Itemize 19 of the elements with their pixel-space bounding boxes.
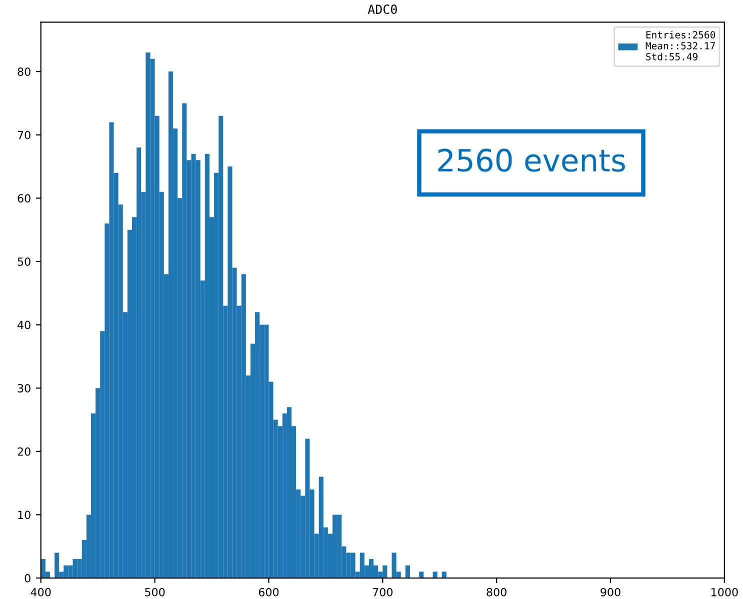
y-tick-label: 0 <box>24 574 30 582</box>
legend-label: Entries:2560 Mean::532.17 Std:55.49 <box>646 30 716 60</box>
annotation: 2560 events <box>438 148 625 172</box>
y-tick-label: 80 <box>18 68 30 76</box>
x-tick-label: 700 <box>372 588 393 596</box>
y-tick-label: 30 <box>18 384 30 392</box>
x-tick-label: 600 <box>258 588 279 596</box>
chart-title: ADC0 <box>368 4 397 14</box>
y-tick-label: 20 <box>18 447 30 456</box>
x-tick-label: 800 <box>486 588 506 596</box>
y-tick-label: 40 <box>18 320 30 330</box>
y-tick-label: 50 <box>18 257 30 266</box>
x-tick-label: 900 <box>600 588 620 596</box>
y-tick-label: 70 <box>18 130 30 140</box>
y-tick-label: 60 <box>18 194 30 203</box>
x-tick-label: 500 <box>145 588 165 596</box>
x-tick-label: 400 <box>30 588 51 596</box>
x-tick-label: 1000 <box>712 588 738 596</box>
y-tick-label: 10 <box>18 510 30 520</box>
